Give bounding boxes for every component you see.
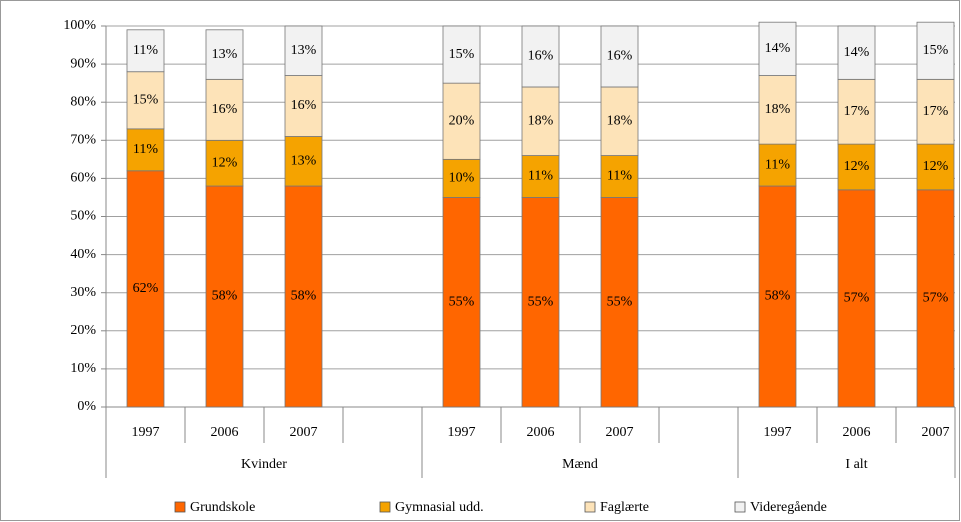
bar-segment [916, 21, 955, 80]
bar-segment [284, 136, 323, 187]
bar-segment [205, 29, 244, 80]
data-label: 17% [923, 104, 949, 119]
bar-segment [600, 155, 639, 198]
data-label: 11% [133, 142, 158, 157]
x-tick-label: 2007 [922, 425, 950, 440]
data-label: 62% [133, 281, 159, 296]
y-tick-label: 30% [70, 285, 96, 300]
data-label: 20% [449, 113, 475, 128]
bar-segment [837, 143, 876, 191]
legend-swatch [174, 501, 186, 513]
y-tick-label: 90% [70, 56, 96, 71]
bar-segment [916, 78, 955, 145]
bar-segment [521, 86, 560, 156]
y-tick-label: 0% [77, 399, 96, 414]
bar-segment [916, 143, 955, 191]
legend-swatch [734, 501, 746, 513]
y-tick-label: 50% [70, 209, 96, 224]
y-tick-label: 20% [70, 323, 96, 338]
data-label: 14% [844, 45, 870, 60]
data-label: 11% [765, 157, 790, 172]
bar-segment [521, 155, 560, 198]
data-label: 57% [844, 291, 870, 306]
data-label: 57% [923, 291, 949, 306]
bar-segment [126, 170, 165, 408]
legend-swatch [584, 501, 596, 513]
data-label: 58% [765, 289, 791, 304]
bar-segment [837, 25, 876, 80]
bar-segment [758, 21, 797, 76]
bar-segment [284, 185, 323, 408]
legend-label: Videregående [750, 500, 827, 515]
data-label: 11% [528, 169, 553, 184]
data-label: 15% [449, 47, 475, 62]
bar-segment [126, 128, 165, 172]
data-label: 17% [844, 104, 870, 119]
y-tick-label: 100% [63, 18, 96, 33]
bar-segment [521, 25, 560, 88]
data-label: 10% [449, 171, 475, 186]
data-label: 16% [607, 49, 633, 64]
bar-segment [758, 185, 797, 408]
legend-label: Gymnasial udd. [395, 500, 484, 515]
x-tick-label: 2006 [211, 425, 239, 440]
data-label: 15% [923, 43, 949, 58]
bar-segment [442, 197, 481, 408]
data-label: 58% [291, 289, 317, 304]
data-label: 18% [765, 102, 791, 117]
data-label: 16% [291, 98, 317, 113]
x-tick-label: 1997 [764, 425, 792, 440]
data-label: 55% [528, 294, 554, 309]
data-label: 13% [291, 153, 317, 168]
bar-segment [442, 82, 481, 160]
x-tick-label: 2007 [290, 425, 318, 440]
bar-segment [600, 25, 639, 88]
bar-segment [600, 86, 639, 156]
data-label: 12% [212, 155, 238, 170]
bar-segment [284, 25, 323, 76]
data-label: 13% [212, 47, 238, 62]
y-tick-label: 70% [70, 133, 96, 148]
x-tick-label: 1997 [132, 425, 160, 440]
y-tick-label: 60% [70, 171, 96, 186]
group-label: I alt [845, 457, 867, 472]
data-label: 58% [212, 289, 238, 304]
y-tick-label: 40% [70, 247, 96, 262]
bar-segment [600, 197, 639, 408]
y-tick-label: 80% [70, 94, 96, 109]
group-label: Kvinder [241, 457, 287, 472]
data-label: 55% [607, 294, 633, 309]
x-tick-label: 2006 [843, 425, 871, 440]
data-label: 18% [528, 113, 554, 128]
bar-segment [442, 25, 481, 84]
legend-label: Faglærte [600, 500, 649, 515]
data-label: 15% [133, 93, 159, 108]
data-label: 12% [844, 159, 870, 174]
data-label: 14% [765, 41, 791, 56]
bar-segment [758, 75, 797, 145]
bar-segment [916, 189, 955, 408]
bar-segment [126, 29, 165, 73]
data-label: 16% [528, 49, 554, 64]
legend-swatch [379, 501, 391, 513]
bar-segment [837, 189, 876, 408]
data-label: 16% [212, 102, 238, 117]
x-tick-label: 1997 [448, 425, 476, 440]
x-tick-label: 2007 [606, 425, 634, 440]
data-label: 11% [607, 169, 632, 184]
y-tick-label: 10% [70, 361, 96, 376]
group-label: Mænd [562, 457, 598, 472]
bar-segment [205, 185, 244, 408]
legend-label: Grundskole [190, 500, 255, 515]
bar-segment [205, 139, 244, 187]
bar-segment [126, 71, 165, 130]
data-label: 13% [291, 43, 317, 58]
data-label: 12% [923, 159, 949, 174]
x-tick-label: 2006 [527, 425, 555, 440]
data-label: 55% [449, 294, 475, 309]
data-label: 11% [133, 43, 158, 58]
data-label: 18% [607, 113, 633, 128]
